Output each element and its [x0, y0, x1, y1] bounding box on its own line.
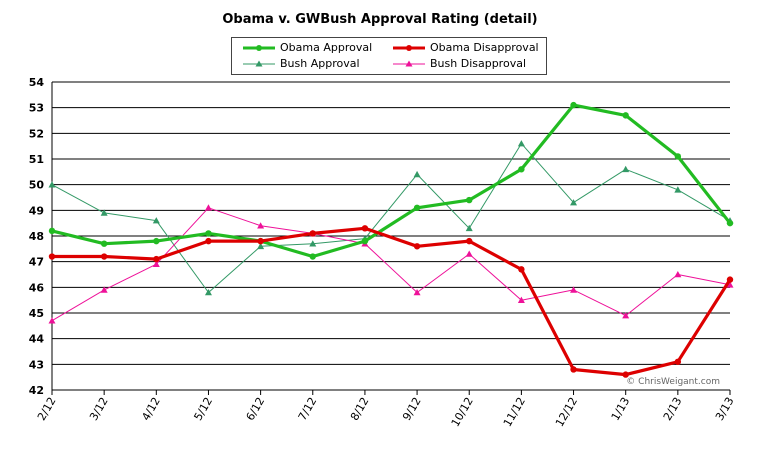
x-tick-label: 1/13 — [609, 395, 633, 423]
y-tick-label: 49 — [29, 204, 44, 217]
chart-legend: Obama Approval Obama Disapproval Bush Ap… — [231, 37, 547, 75]
data-point-bush-approval — [517, 140, 525, 147]
data-point-bush-disapproval — [100, 286, 108, 293]
data-point-obama-approval — [518, 166, 525, 173]
legend-swatch-bush-approval — [243, 60, 275, 67]
legend-label-bush-disapproval: Bush Disapproval — [430, 57, 526, 70]
data-point-bush-approval — [570, 199, 578, 206]
data-point-obama-approval — [100, 240, 108, 247]
x-tick-label: 6/12 — [244, 395, 268, 423]
data-point-obama-approval — [570, 101, 577, 109]
data-point-bush-disapproval — [570, 286, 578, 293]
x-tick-label: 9/12 — [400, 395, 424, 423]
y-tick-label: 47 — [29, 256, 44, 269]
x-tick-label: 5/12 — [191, 395, 215, 423]
y-tick-label: 43 — [29, 358, 44, 371]
data-point-bush-approval — [257, 242, 265, 250]
data-point-obama-disapproval — [257, 237, 264, 245]
data-point-bush-disapproval — [622, 312, 630, 319]
data-point-bush-approval — [465, 224, 473, 232]
data-point-bush-disapproval — [726, 281, 734, 288]
y-tick-label: 54 — [29, 76, 45, 89]
x-tick-label: 7/12 — [296, 395, 320, 423]
data-point-obama-disapproval — [726, 276, 734, 283]
data-point-obama-approval — [48, 227, 56, 235]
data-point-obama-disapproval — [622, 371, 629, 378]
data-point-obama-approval — [622, 112, 629, 119]
legend-swatch-obama-disapproval — [393, 45, 425, 51]
data-point-obama-disapproval — [361, 225, 369, 232]
legend-label-bush-approval: Bush Approval — [280, 57, 360, 70]
data-point-bush-approval — [674, 186, 682, 193]
y-tick-label: 48 — [29, 230, 44, 243]
data-point-obama-disapproval — [413, 243, 421, 250]
data-point-obama-approval — [674, 153, 682, 160]
data-point-obama-approval — [361, 237, 369, 245]
data-point-bush-disapproval — [674, 271, 682, 278]
x-tick-label: 8/12 — [348, 395, 372, 423]
y-tick-label: 50 — [29, 179, 45, 192]
data-point-obama-approval — [153, 237, 160, 245]
x-tick-label: 2/13 — [661, 395, 685, 423]
y-tick-label: 53 — [29, 102, 44, 115]
data-point-bush-disapproval — [413, 288, 421, 296]
series-line-bush-approval — [51, 143, 731, 293]
data-point-obama-approval — [466, 196, 473, 204]
series-line-obama-approval — [51, 103, 732, 259]
chart-title: Obama v. GWBush Approval Rating (detail) — [222, 12, 538, 27]
data-point-bush-approval — [309, 240, 317, 247]
data-point-bush-approval — [48, 181, 56, 188]
data-point-obama-disapproval — [570, 366, 577, 373]
data-point-bush-approval — [622, 165, 630, 173]
data-point-obama-approval — [413, 204, 421, 211]
y-tick-label: 42 — [29, 384, 44, 397]
data-point-bush-approval — [100, 209, 108, 216]
legend-swatch-obama-approval — [243, 45, 275, 51]
data-point-bush-disapproval — [257, 222, 265, 229]
chart-credit: © ChrisWeigant.com — [626, 377, 720, 387]
data-point-bush-disapproval — [517, 296, 525, 303]
x-tick-label: 12/12 — [553, 395, 580, 429]
data-point-bush-approval — [413, 170, 421, 178]
y-tick-label: 44 — [29, 333, 45, 346]
data-point-obama-disapproval — [518, 266, 525, 273]
legend-swatch-bush-disapproval — [393, 60, 425, 67]
data-point-obama-disapproval — [466, 237, 473, 245]
data-point-bush-approval — [152, 217, 160, 224]
series-line-obama-disapproval — [52, 226, 732, 377]
y-tick-label: 52 — [29, 127, 44, 140]
y-tick-label: 45 — [29, 307, 44, 320]
legend-label-obama-approval: Obama Approval — [280, 41, 373, 54]
y-tick-label: 51 — [29, 153, 44, 166]
y-tick-label: 46 — [29, 281, 45, 294]
x-tick-label: 4/12 — [139, 395, 163, 423]
data-point-obama-approval — [726, 219, 734, 227]
x-tick-label: 3/13 — [713, 395, 737, 423]
x-tick-label: 11/12 — [501, 395, 528, 429]
data-point-bush-disapproval — [204, 204, 212, 211]
x-tick-label: 10/12 — [449, 395, 476, 429]
data-point-obama-approval — [205, 230, 212, 237]
data-point-obama-disapproval — [205, 237, 212, 245]
x-tick-label: 3/12 — [87, 395, 111, 423]
data-point-obama-approval — [309, 253, 316, 260]
data-point-bush-disapproval — [48, 317, 56, 324]
data-point-obama-disapproval — [100, 253, 108, 260]
x-tick-label: 2/12 — [35, 395, 59, 423]
legend-label-obama-disapproval: Obama Disapproval — [430, 41, 539, 54]
data-point-obama-disapproval — [309, 230, 316, 237]
data-point-bush-approval — [204, 288, 212, 296]
data-point-bush-disapproval — [152, 260, 160, 268]
data-point-obama-disapproval — [674, 358, 682, 365]
data-point-obama-disapproval — [153, 255, 160, 263]
data-point-obama-disapproval — [48, 253, 56, 260]
data-point-bush-disapproval — [465, 250, 473, 257]
